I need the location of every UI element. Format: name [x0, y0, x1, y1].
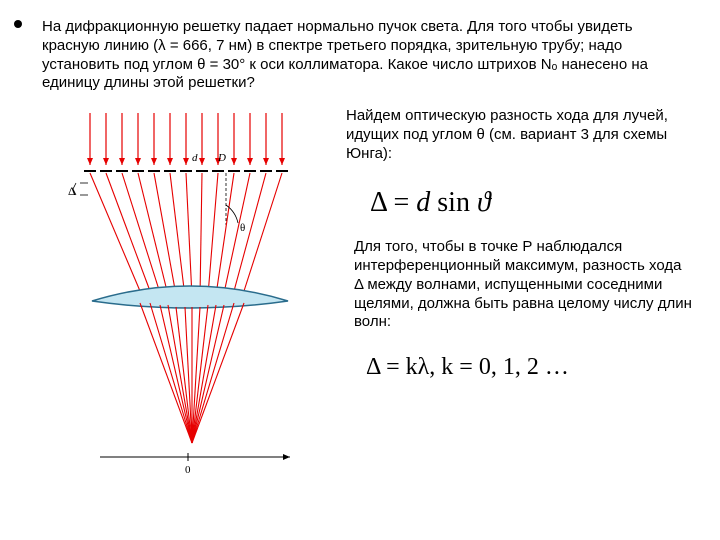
problem-statement: На дифракционную решетку падает нормальн… — [0, 0, 720, 101]
axis-arrow-icon — [283, 454, 290, 460]
solution-text: Найдем оптическую разность хода для луче… — [330, 105, 692, 485]
diagram-container: d D Δ — [40, 105, 330, 485]
content-row: d D Δ — [0, 101, 720, 485]
f1-theta: ϑ — [477, 187, 491, 218]
label-origin: 0 — [185, 464, 191, 476]
f1-d: d — [416, 187, 430, 218]
f2: Δ = kλ, k = 0, 1, 2 … — [366, 354, 569, 380]
problem-text: На дифракционную решетку падает нормальн… — [42, 18, 648, 91]
label-big-d: D — [217, 152, 226, 164]
f1-sin: sin — [430, 187, 470, 218]
f1-lhs: Δ = — [370, 187, 416, 218]
diffracted-rays — [90, 173, 282, 297]
diffraction-diagram: d D Δ — [40, 105, 330, 485]
formula-path-difference: Δ = d sin ϑ — [370, 185, 692, 220]
focused-rays — [140, 303, 244, 443]
label-d: d — [192, 152, 198, 164]
lens — [92, 286, 288, 308]
solution-para1: Найдем оптическую разность хода для луче… — [346, 107, 692, 163]
incident-rays — [87, 113, 285, 165]
label-theta: θ — [240, 222, 245, 234]
list-bullet — [14, 20, 22, 28]
solution-para2: Для того, чтобы в точке Р наблюдался инт… — [346, 238, 692, 332]
formula-maximum-condition: Δ = kλ, k = 0, 1, 2 … — [366, 352, 692, 382]
